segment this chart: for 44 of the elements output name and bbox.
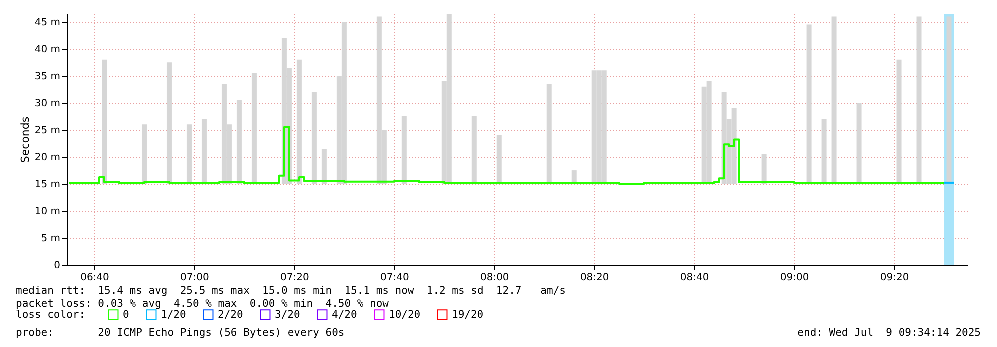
bar bbox=[762, 154, 767, 184]
y-tick-label: 10 m bbox=[34, 206, 60, 218]
legend-label: 10/20 bbox=[389, 308, 421, 321]
legend-label: 4/20 bbox=[332, 308, 358, 321]
y-tick-label: 30 m bbox=[34, 98, 60, 110]
x-tick-label: 09:20 bbox=[880, 272, 910, 284]
bar bbox=[296, 60, 302, 184]
x-tick-label: 07:40 bbox=[380, 272, 410, 284]
y-tick-label: 5 m bbox=[41, 234, 60, 245]
y-tick-label: 0 bbox=[54, 260, 60, 272]
y-axis-title: Seconds bbox=[18, 116, 32, 164]
bar bbox=[202, 119, 207, 184]
x-tick-label: 08:40 bbox=[680, 272, 710, 284]
legend-label: 3/20 bbox=[275, 308, 300, 321]
bar bbox=[166, 62, 172, 184]
legend-label: 1/20 bbox=[161, 308, 186, 321]
y-tick-label: 25 m bbox=[34, 126, 60, 137]
bar bbox=[142, 124, 147, 184]
x-tick-label: 06:40 bbox=[80, 272, 110, 284]
bar bbox=[322, 148, 327, 184]
bar bbox=[496, 135, 502, 184]
y-tick-label: 40 m bbox=[34, 44, 60, 56]
y-tick-label: 15 m bbox=[34, 180, 60, 191]
legend-label: 0 bbox=[123, 308, 130, 321]
y-tick-label: 45 m bbox=[34, 18, 60, 29]
x-tick-label: 08:00 bbox=[480, 272, 510, 284]
text: packet loss: 0.03 % avg 4.50 % max 0.00 % min 4.50 % now bbox=[16, 298, 389, 310]
legend-title: loss color: bbox=[16, 309, 86, 321]
bar bbox=[102, 60, 107, 184]
bar bbox=[312, 92, 317, 184]
x-tick-label: 07:00 bbox=[180, 272, 210, 284]
legend-label: 19/20 bbox=[452, 308, 484, 321]
bar bbox=[252, 73, 257, 184]
x-tick-label: 09:00 bbox=[780, 272, 810, 284]
text: probe: 20 ICMP Echo Pings (56 Bytes) every 60s bbox=[16, 327, 345, 339]
y-tick-label: 20 m bbox=[34, 152, 60, 164]
y-tick-label: 35 m bbox=[34, 72, 60, 83]
bar bbox=[402, 116, 407, 184]
text: end: Wed Jul 9 09:34:14 2025 bbox=[798, 327, 981, 339]
bar bbox=[236, 100, 242, 184]
legend-label: 2/20 bbox=[218, 308, 244, 321]
text: median rtt: 15.4 ms avg 25.5 ms max 15.0 ms min 15.1 ms now 1.2 ms sd 12.7 am/s bbox=[16, 285, 566, 297]
x-tick-label: 08:20 bbox=[580, 272, 610, 284]
x-tick-label: 07:20 bbox=[280, 272, 310, 284]
